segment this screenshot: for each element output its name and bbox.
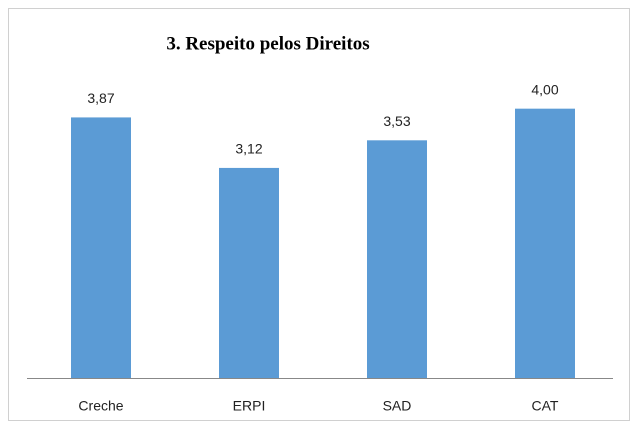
data-label: 3,12 — [235, 141, 262, 157]
chart-title: 3. Respeito pelos Direitos — [166, 33, 369, 54]
data-label: 3,87 — [87, 90, 114, 106]
data-label: 3,53 — [383, 113, 410, 129]
bar — [71, 117, 131, 379]
x-tick-label: CAT — [532, 398, 559, 414]
x-tick-label: Creche — [78, 398, 123, 414]
data-label: 4,00 — [531, 81, 558, 97]
x-tick-label: SAD — [383, 398, 412, 414]
bar — [367, 140, 427, 378]
bar — [219, 167, 279, 378]
bar — [515, 108, 575, 379]
x-tick-label: ERPI — [233, 398, 266, 414]
